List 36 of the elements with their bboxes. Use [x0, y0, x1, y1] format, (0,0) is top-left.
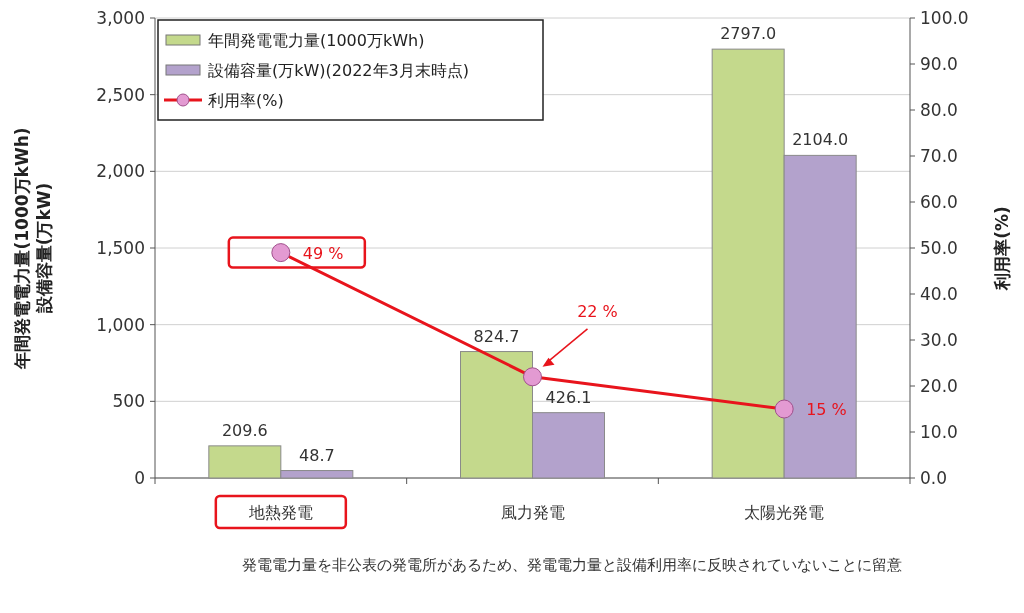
legend-label: 設備容量(万kW)(2022年3月末時点)	[208, 61, 469, 80]
x-tick-label: 風力発電	[500, 503, 565, 522]
legend-label: 年間発電電力量(1000万kWh)	[208, 31, 425, 50]
data-label: 48.7	[299, 445, 335, 465]
data-label: 22 %	[577, 301, 618, 321]
data-label: 15 %	[806, 400, 847, 419]
text: 発電電力量を非公表の発電所があるため、発電電力量と設備利用率に反映されていないことに留意	[242, 556, 902, 574]
data-label: 2797.0	[720, 24, 777, 44]
y2-tick-label: 100.0	[920, 8, 969, 28]
y2-tick-label: 60.0	[920, 192, 958, 212]
y2-tick-label: 10.0	[920, 422, 958, 442]
y2-tick-label: 50.0	[920, 238, 958, 258]
y-tick-label: 3,000	[96, 8, 145, 28]
y-tick-label: 2,000	[96, 161, 145, 182]
y-tick-label: 1,500	[96, 238, 145, 258]
x-tick-label: 太陽光発電	[744, 503, 825, 522]
data-label: 2104.0	[792, 130, 849, 150]
y2-tick-label: 20.0	[920, 376, 958, 396]
data-label: 824.7	[473, 326, 520, 346]
y-tick-label: 2,500	[96, 84, 145, 105]
x-tick-label: 地熱発電	[247, 503, 313, 522]
y-axis-title: 年間発電電力量(1000万kWh) 設備容量(万kW)	[12, 127, 54, 370]
data-label: 426.1	[545, 387, 592, 407]
legend-label: 利用率(%)	[208, 91, 284, 110]
data-label: 49 %	[302, 243, 344, 263]
data-label: 209.6	[221, 420, 268, 440]
y2-tick-label: 70.0	[920, 146, 958, 166]
y-tick-label: 0	[134, 468, 145, 488]
y2-tick-label: 40.0	[920, 284, 958, 304]
y2-tick-label: 90.0	[920, 54, 958, 74]
y2-tick-label: 30.0	[920, 330, 958, 350]
y2-tick-label: 80.0	[920, 100, 958, 120]
y-tick-label: 500	[112, 391, 145, 412]
y2-tick-label: 0.0	[920, 468, 948, 488]
y-tick-label: 1,000	[96, 314, 145, 335]
y2-axis-title: 利用率(%)	[992, 206, 1012, 291]
